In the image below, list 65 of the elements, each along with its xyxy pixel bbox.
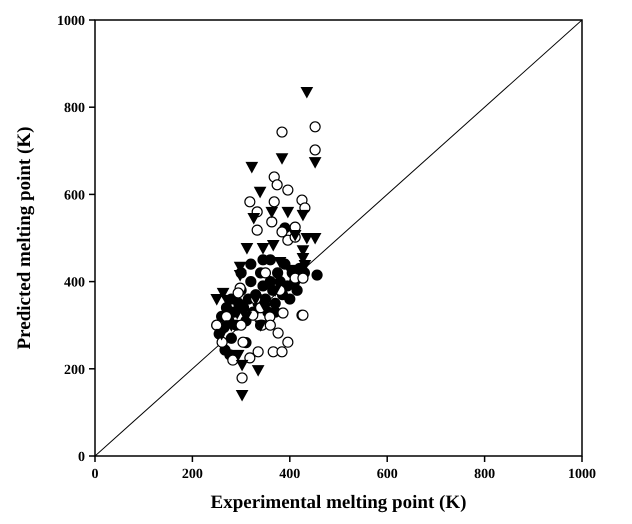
x-axis-title: Experimental melting point (K) — [210, 492, 466, 513]
point — [264, 320, 276, 331]
point — [266, 206, 278, 218]
point — [272, 179, 283, 190]
point — [245, 276, 256, 288]
y-tick-label: 400 — [64, 276, 85, 291]
y-tick-label: 1000 — [57, 14, 85, 29]
point — [236, 390, 248, 401]
point — [297, 272, 309, 284]
point — [267, 240, 280, 251]
point — [277, 307, 289, 319]
y-axis-title: Predicted melting point (K) — [14, 126, 35, 350]
point — [252, 365, 264, 376]
point — [257, 243, 270, 254]
point — [310, 121, 321, 132]
point — [248, 212, 260, 224]
point — [210, 294, 223, 306]
point — [268, 196, 280, 208]
point — [236, 360, 248, 371]
point — [282, 336, 294, 348]
point — [282, 206, 294, 218]
point — [282, 184, 294, 196]
point — [311, 269, 323, 281]
point — [226, 332, 237, 344]
point — [234, 270, 246, 282]
point — [216, 336, 228, 348]
point — [274, 256, 286, 268]
point — [284, 293, 296, 305]
x-tick-label: 400 — [279, 467, 300, 482]
point — [309, 157, 322, 168]
y-tick-label: 200 — [64, 362, 85, 378]
point — [276, 126, 288, 138]
point — [232, 287, 244, 299]
point — [240, 243, 253, 254]
point — [272, 327, 284, 339]
point — [236, 372, 248, 384]
x-tick-label: 600 — [376, 467, 398, 482]
point — [244, 196, 256, 208]
point — [232, 350, 244, 361]
point — [276, 226, 288, 238]
y-tick-label: 0 — [78, 450, 85, 465]
y-tick-label: 800 — [64, 101, 85, 116]
point — [237, 336, 249, 348]
x-tick-label: 200 — [182, 467, 203, 482]
point — [254, 186, 266, 198]
point — [276, 153, 288, 164]
point — [310, 144, 321, 156]
point — [245, 258, 256, 270]
point — [236, 320, 247, 331]
point — [252, 224, 263, 236]
point — [252, 346, 264, 358]
x-tick-label: 1000 — [568, 467, 596, 482]
point — [260, 267, 272, 278]
point — [266, 216, 278, 228]
point — [292, 284, 303, 296]
point — [246, 162, 258, 173]
point — [220, 310, 232, 322]
x-tick-label: 0 — [92, 467, 98, 482]
y-tick-label: 600 — [64, 188, 85, 204]
point — [300, 86, 313, 98]
x-tick-label: 800 — [474, 467, 496, 482]
point — [276, 346, 288, 358]
point — [296, 210, 309, 221]
point — [272, 267, 284, 278]
point — [244, 352, 256, 364]
